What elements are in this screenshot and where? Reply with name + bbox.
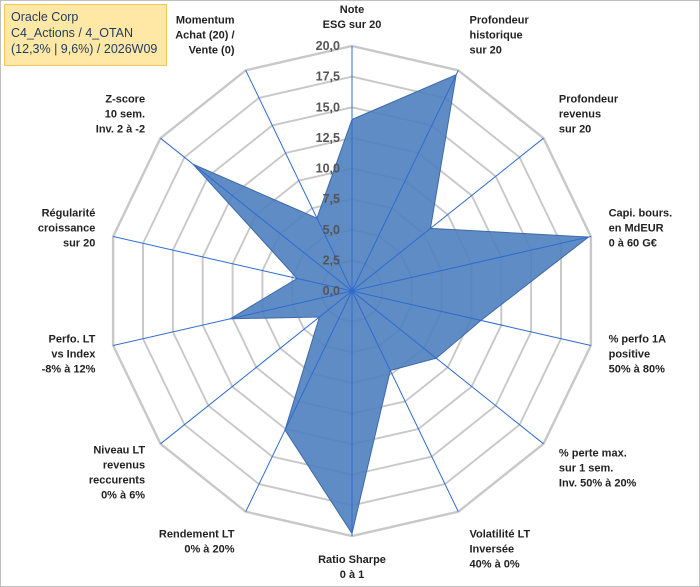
tick-label: 2,5	[323, 253, 340, 267]
tick-label: 15,0	[316, 100, 340, 114]
axis-label-line: vs Index	[51, 349, 96, 361]
tick-label: 10,0	[316, 162, 340, 176]
axis-label-line: en MdEUR	[609, 222, 664, 234]
radar-tick-labels: 0,0 2,5 5,0 7,5 10,0 12,5 15,0 17,5 20,0	[316, 39, 340, 298]
axis-label-3: Capi. bours. en MdEUR 0 à 60 G€	[609, 207, 673, 249]
axis-label-10: Perfo. LT vs Index -8% à 12%	[42, 334, 97, 376]
axis-spoke-11	[112, 236, 353, 292]
axis-label-line: Capi. bours.	[609, 207, 673, 219]
axis-label-line: historique	[470, 30, 523, 42]
axis-label-2: Profondeur revenus sur 20	[559, 94, 619, 136]
axis-label-11: Régularité croissance sur 20	[38, 207, 95, 249]
axis-label-line: Inversée	[470, 544, 515, 556]
series-area-0	[192, 73, 590, 535]
axis-label-line: croissance	[38, 222, 95, 234]
axis-label-7: Ratio Sharpe 0 à 1	[318, 554, 386, 581]
axis-spoke-12	[160, 137, 353, 292]
axis-label-line: Vente (0)	[189, 45, 235, 57]
axis-label-8: Rendement LT 0% à 20%	[159, 529, 235, 556]
axis-spoke-4	[351, 290, 592, 346]
axis-label-line: sur 20	[63, 237, 95, 249]
company-name: Oracle Corp	[11, 10, 79, 24]
axis-spoke-6	[351, 290, 459, 512]
performance-line: (12,3% | 9,6%) / 2026W09	[11, 42, 158, 56]
axis-spoke-10	[112, 290, 353, 346]
axis-spoke-2	[351, 137, 544, 292]
axis-label-line: % perfo 1A	[609, 334, 667, 346]
axis-label-line: -8% à 12%	[42, 364, 96, 376]
axis-label-line: revenus	[103, 459, 145, 471]
axis-label-line: sur 20	[559, 124, 591, 136]
axis-label-line: Inv. 2 à -2	[96, 124, 145, 136]
axis-spoke-13	[245, 70, 353, 292]
axis-spoke-8	[245, 290, 353, 512]
radar-spokes	[112, 46, 592, 536]
axis-label-0: Note ESG sur 20	[323, 4, 382, 31]
axis-label-line: Régularité	[42, 207, 96, 219]
axis-label-line: 0 à 1	[340, 569, 364, 581]
axis-label-line: positive	[609, 349, 651, 361]
axis-label-1: Profondeur historique sur 20	[470, 15, 530, 57]
axis-label-line: Volatilité LT	[470, 529, 531, 541]
axis-label-line: Z-score	[105, 94, 145, 106]
tick-label: 7,5	[323, 192, 340, 206]
axis-label-line: Niveau LT	[93, 444, 145, 456]
tick-label: 20,0	[316, 39, 340, 53]
axis-label-line: 40% à 0%	[470, 559, 520, 571]
axis-label-line: 0% à 20%	[184, 544, 234, 556]
axis-label-9: Niveau LT revenus reccurents 0% à 6%	[89, 444, 146, 501]
axis-label-line: Profondeur	[470, 15, 530, 27]
category-line: C4_Actions / 4_OTAN	[11, 26, 134, 40]
axis-label-line: Rendement LT	[159, 529, 235, 541]
axis-label-6: Volatilité LT Inversée 40% à 0%	[470, 529, 531, 571]
radar-axis-labels: Note ESG sur 20 Profondeur historique sur 20…	[38, 4, 672, 581]
axis-label-line: % perte max.	[559, 447, 627, 459]
radar-series	[192, 73, 590, 535]
tick-label: 5,0	[323, 223, 340, 237]
axis-label-line: ESG sur 20	[323, 19, 382, 31]
axis-label-line: 50% à 80%	[609, 364, 665, 376]
axis-spoke-3	[351, 236, 592, 292]
axis-label-line: Profondeur	[559, 94, 619, 106]
axis-spoke-1	[351, 70, 459, 292]
axis-label-5: % perte max. sur 1 sem. Inv. 50% à 20%	[559, 447, 637, 489]
axis-label-line: sur 1 sem.	[559, 462, 613, 474]
axis-label-13: Momentum Achat (20) / Vente (0)	[175, 15, 235, 57]
axis-label-4: % perfo 1A positive 50% à 80%	[609, 334, 667, 376]
axis-label-line: Inv. 50% à 20%	[559, 477, 637, 489]
axis-spoke-9	[160, 290, 353, 445]
axis-label-line: 10 sem.	[105, 109, 145, 121]
axis-spoke-5	[351, 290, 544, 445]
axis-label-line: Achat (20) /	[175, 30, 234, 42]
axis-label-line: Perfo. LT	[49, 334, 96, 346]
axis-label-line: Note	[340, 4, 364, 16]
tick-label: 17,5	[316, 70, 340, 84]
axis-label-line: Momentum	[176, 15, 235, 27]
axis-label-12: Z-score 10 sem. Inv. 2 à -2	[96, 94, 145, 136]
axis-label-line: revenus	[559, 109, 601, 121]
chart-title-box: Oracle Corp C4_Actions / 4_OTAN (12,3% |…	[4, 4, 167, 66]
tick-label: 0,0	[323, 284, 340, 298]
axis-label-line: reccurents	[89, 474, 145, 486]
axis-label-line: Ratio Sharpe	[318, 554, 386, 566]
tick-label: 12,5	[316, 131, 340, 145]
axis-label-line: 0% à 6%	[101, 489, 145, 501]
axis-label-line: 0 à 60 G€	[609, 237, 657, 249]
axis-label-line: sur 20	[470, 45, 502, 57]
